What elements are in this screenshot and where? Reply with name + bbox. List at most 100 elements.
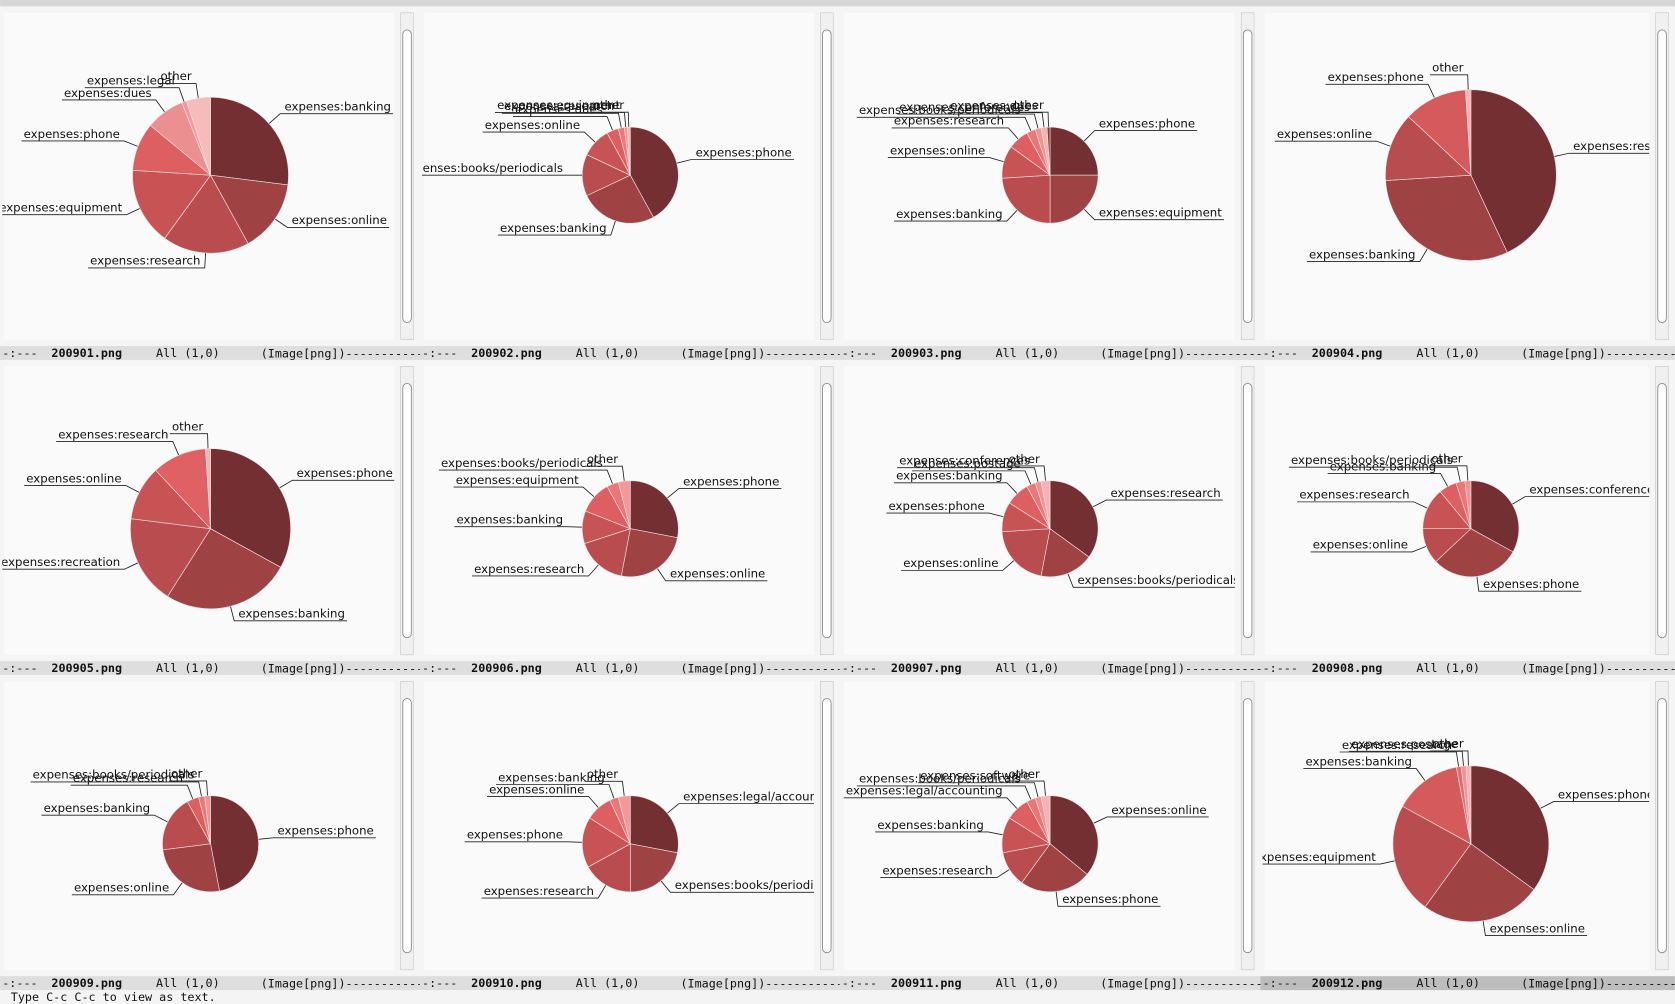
slice-label: expenses:banking: [877, 818, 983, 832]
leader-line: [61, 99, 166, 113]
leader-line: [84, 87, 185, 102]
mode-line-fill: ------------: [765, 976, 850, 990]
slice-label: expenses:postage: [914, 457, 1021, 471]
slice-label: expenses:books/periodicals: [1078, 573, 1240, 587]
leader-line: [911, 470, 1032, 485]
scrollbar-thumb: [822, 29, 832, 323]
mode-line: [419, 346, 840, 360]
slice-label: other: [171, 767, 202, 781]
leader-line: [660, 880, 815, 893]
slice-label: other: [1432, 737, 1463, 751]
leader-line: [1325, 83, 1435, 99]
leader-line: [56, 441, 180, 456]
leader-line: [70, 784, 194, 800]
image-area: expenses:phone expenses:online expenses:eq…: [1262, 681, 1650, 970]
pie-slice: [186, 96, 211, 176]
major-mode: (Image[png]): [1521, 346, 1606, 360]
scrollbar[interactable]: [400, 12, 414, 340]
pie-slice: [1465, 765, 1472, 844]
leader-line: [230, 606, 348, 622]
leader-line: [88, 252, 207, 269]
leader-line: [268, 113, 394, 124]
scrollbar[interactable]: [820, 12, 834, 340]
major-mode: (Image[png]): [1100, 346, 1185, 360]
slice-label: expenses:banking: [285, 100, 391, 114]
mode-line-fill: ------------: [1185, 976, 1270, 990]
mode-line-position: All (1,0): [1416, 346, 1480, 360]
scrollbar[interactable]: [400, 366, 414, 656]
leader-line: [897, 113, 1039, 129]
pie-slice: [1435, 528, 1514, 578]
scrollbar[interactable]: [1240, 681, 1255, 971]
slice-label: other: [1432, 61, 1463, 75]
leader-line: [158, 82, 199, 99]
leader-line: [512, 116, 613, 131]
pie-labels: expenses:research expenses:books/periodic…: [886, 452, 1240, 588]
leader-line: [1512, 496, 1650, 505]
pie-slice: [626, 126, 631, 176]
window: expenses:phone expenses:online expenses:eq…: [1260, 675, 1675, 990]
mode-line-position: All (1,0): [996, 346, 1060, 360]
mode-line-status: -:---: [1263, 346, 1298, 360]
scrollbar[interactable]: [400, 681, 414, 971]
slice-label: other: [587, 452, 618, 466]
major-mode: (Image[png]): [261, 346, 346, 360]
leader-line: [948, 112, 1045, 128]
mode-line-position: All (1,0): [576, 976, 640, 990]
major-mode: (Image[png]): [261, 661, 346, 675]
pie-slice: [629, 126, 679, 218]
slice-label: expenses:recreation: [1, 555, 120, 569]
window: expenses:online expenses:phone expenses:re…: [839, 675, 1270, 990]
slice-label: expenses:legal/accounting: [683, 789, 840, 803]
pie-slice: [1021, 843, 1088, 893]
leader-line: [21, 140, 139, 147]
window: expenses:research expenses:books/periodic…: [839, 359, 1270, 675]
slice-label: expenses:banking: [896, 469, 1002, 483]
scrollbar[interactable]: [1240, 12, 1255, 340]
echo-area: [0, 990, 1675, 1004]
slice-label: expenses:banking: [44, 801, 150, 815]
leader-line: [496, 784, 615, 799]
scrollbar[interactable]: [820, 366, 834, 656]
scrollbar[interactable]: [1655, 12, 1669, 340]
mode-line-buffer: 200911.png: [891, 976, 962, 990]
slice-label: other: [160, 69, 191, 83]
leader-line: [875, 831, 1003, 836]
mode-line-mode: (Image[png])------------: [1521, 661, 1675, 675]
mode-line-status: -:---: [422, 976, 457, 990]
slice-label: expenses:phone: [683, 474, 779, 488]
mode-line-fill: ------------: [1185, 346, 1270, 360]
slice-label: expenses:books/periodicals: [1291, 453, 1453, 467]
window: expenses:phone expenses:online expenses:ba…: [0, 675, 430, 990]
major-mode: (Image[png]): [1521, 661, 1606, 675]
pie-slice: [210, 96, 289, 186]
major-mode: (Image[png]): [1521, 976, 1606, 990]
pie-slice: [587, 843, 631, 893]
window: expenses:phone expenses:banking expenses:r…: [0, 359, 430, 675]
scrollbar[interactable]: [820, 681, 834, 971]
image-area: expenses:phone expenses:online expenses:ba…: [4, 681, 395, 970]
window: expenses:phone expenses:online expenses:re…: [419, 359, 850, 675]
mode-line-mode: (Image[png])------------: [1521, 976, 1675, 990]
scrollbar[interactable]: [1240, 366, 1255, 656]
window: expenses:phone expenses:equipment expenses…: [839, 6, 1270, 360]
pie-slice: [629, 795, 679, 854]
pie-slice: [617, 795, 631, 844]
scrollbar-thumb: [1657, 29, 1667, 323]
mode-line-position: All (1,0): [996, 976, 1060, 990]
leader-line: [891, 127, 1019, 140]
image-area: expenses:banking expenses:online expenses:…: [0, 12, 395, 340]
scrollbar[interactable]: [1655, 681, 1669, 971]
slice-label: expenses:equipment: [0, 201, 123, 215]
slice-label: expenses:online: [1490, 921, 1585, 935]
mode-line-mode: (Image[png])------------: [261, 976, 431, 990]
leader-line: [1430, 74, 1469, 90]
slice-label: expenses:research: [504, 99, 614, 113]
leader-line: [438, 469, 613, 485]
leader-line: [856, 785, 1032, 800]
leader-line: [667, 488, 782, 499]
mode-line: [0, 976, 420, 991]
scrollbar[interactable]: [1655, 366, 1669, 656]
pie-slice: [1049, 126, 1099, 176]
